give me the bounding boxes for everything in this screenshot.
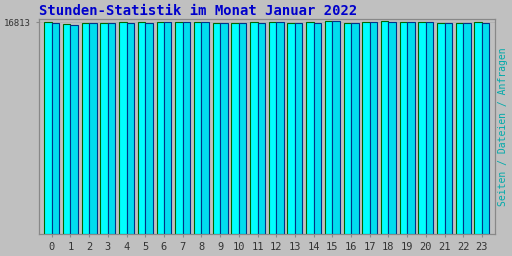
Bar: [314, 23, 321, 234]
Y-axis label: Seiten / Dateien / Anfragen: Seiten / Dateien / Anfragen: [498, 47, 508, 206]
Bar: [52, 23, 59, 234]
Bar: [119, 23, 126, 234]
Bar: [426, 22, 433, 234]
Bar: [276, 23, 284, 234]
Bar: [444, 23, 452, 234]
Bar: [407, 22, 415, 234]
Bar: [126, 23, 134, 234]
Bar: [389, 22, 396, 234]
Bar: [164, 23, 172, 234]
Bar: [482, 23, 489, 234]
Text: Stunden-Statistik im Monat Januar 2022: Stunden-Statistik im Monat Januar 2022: [39, 4, 357, 18]
Bar: [45, 22, 52, 234]
Bar: [201, 22, 209, 234]
Bar: [351, 23, 358, 234]
Bar: [400, 22, 407, 234]
Bar: [258, 23, 265, 234]
Bar: [456, 23, 463, 234]
Bar: [138, 22, 145, 234]
Bar: [250, 22, 258, 234]
Bar: [370, 22, 377, 234]
Bar: [71, 25, 78, 234]
Bar: [63, 24, 71, 234]
Bar: [82, 23, 89, 234]
Bar: [306, 23, 314, 234]
Bar: [239, 23, 246, 234]
Bar: [332, 21, 340, 234]
Bar: [194, 22, 201, 234]
Bar: [463, 23, 471, 234]
Bar: [269, 22, 276, 234]
Bar: [108, 23, 115, 234]
Bar: [344, 23, 351, 234]
Bar: [220, 23, 228, 234]
Bar: [418, 22, 426, 234]
Bar: [212, 23, 220, 234]
Bar: [475, 23, 482, 234]
Bar: [295, 23, 303, 234]
Bar: [145, 23, 153, 234]
Bar: [231, 23, 239, 234]
Bar: [175, 22, 183, 234]
Bar: [89, 23, 97, 234]
Bar: [381, 22, 389, 234]
Bar: [325, 21, 332, 234]
Bar: [157, 22, 164, 234]
Bar: [287, 23, 295, 234]
Bar: [100, 23, 108, 234]
Bar: [362, 22, 370, 234]
Bar: [437, 23, 444, 234]
Bar: [183, 22, 190, 234]
